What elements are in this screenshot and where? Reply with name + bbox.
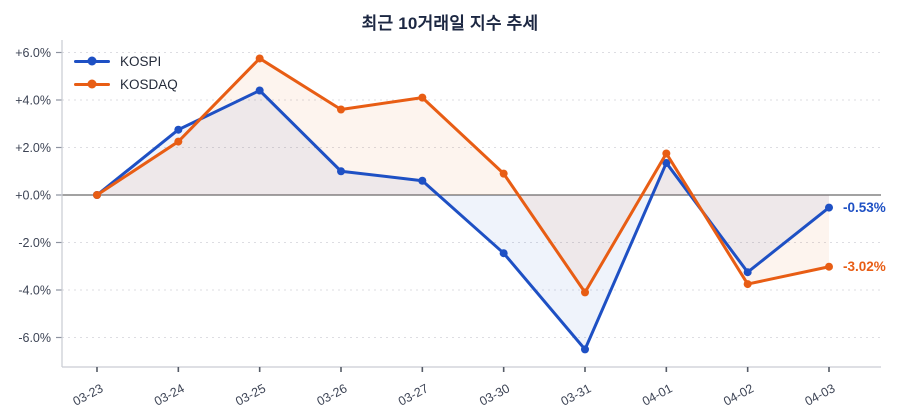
y-tick-label: -2.0% (18, 236, 51, 250)
kosdaq-end-value-label: -3.02% (843, 258, 886, 274)
kospi-marker (174, 125, 183, 134)
kosdaq-marker (418, 93, 427, 102)
chart-title: 최근 10거래일 지수 추세 (361, 14, 539, 33)
kospi-marker (743, 268, 752, 277)
x-tick-label: 03-31 (559, 381, 594, 408)
y-tick-label: -4.0% (18, 284, 51, 298)
kospi-marker (825, 203, 833, 212)
kospi-line-swatch (74, 56, 110, 66)
kosdaq-line (95, 56, 831, 294)
kosdaq-marker (825, 262, 833, 271)
x-tick-label: 03-25 (233, 381, 268, 408)
kosdaq-marker (337, 105, 345, 114)
kosdaq-marker (743, 280, 752, 289)
kospi-marker-dot (87, 56, 97, 66)
x-tick-label: 04-03 (803, 381, 838, 408)
x-tick-label: 03-27 (396, 381, 431, 408)
kospi-area-fill (97, 90, 829, 350)
x-tick-label: 04-01 (640, 381, 675, 408)
kospi-marker (337, 167, 345, 176)
kosdaq-marker (174, 137, 183, 146)
legend-label-kosdaq: KOSDAQ (120, 77, 178, 92)
x-tick-label: 04-02 (721, 381, 756, 408)
legend-item-kosdaq: KOSDAQ (74, 73, 178, 96)
legend: KOSPI KOSDAQ (74, 50, 178, 96)
kospi-marker (581, 345, 589, 354)
legend-label-kospi: KOSPI (120, 54, 162, 69)
x-tick-label: 03-30 (477, 381, 512, 408)
y-tick-label: +0.0% (15, 189, 51, 203)
kospi-marker (255, 86, 264, 95)
kosdaq-marker (499, 169, 508, 178)
kospi-end-value-label: -0.53% (843, 199, 886, 215)
kosdaq-marker (662, 149, 671, 158)
kospi-marker (499, 249, 508, 258)
y-tick-label: +2.0% (15, 141, 51, 155)
kosdaq-line-swatch (74, 79, 110, 89)
x-tick-label: 03-26 (315, 381, 350, 408)
kosdaq-marker (255, 54, 264, 63)
y-tick-label: +4.0% (15, 94, 51, 108)
y-tick-label: +6.0% (15, 46, 51, 60)
kospi-marker (418, 176, 427, 185)
kosdaq-marker (581, 288, 589, 297)
kosdaq-marker-dot (87, 79, 97, 89)
x-tick-label: 03-23 (71, 381, 106, 408)
kospi-marker (662, 158, 671, 167)
kosdaq-marker (93, 191, 101, 199)
kosdaq-area-fill (97, 58, 829, 293)
x-tick-label: 03-24 (152, 381, 187, 408)
legend-item-kospi: KOSPI (74, 50, 178, 73)
y-tick-label: -6.0% (18, 331, 51, 345)
